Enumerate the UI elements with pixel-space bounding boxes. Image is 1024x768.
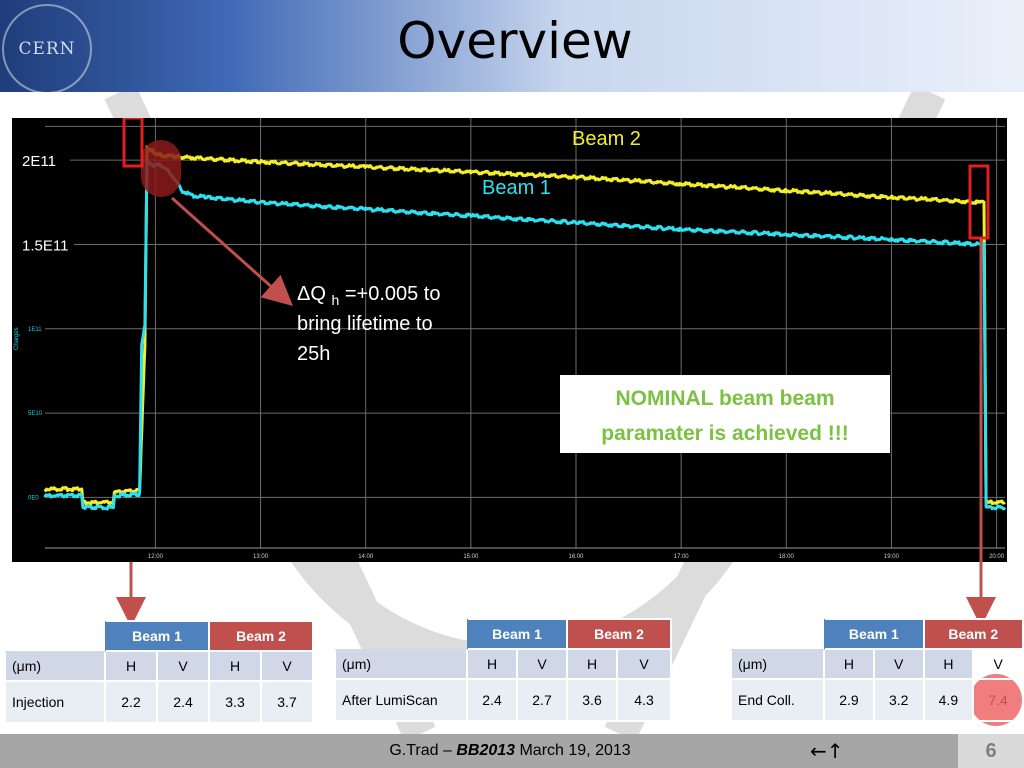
y-tick-label: 0E0 — [28, 495, 39, 501]
x-tick-label: 19:00 — [884, 554, 900, 560]
svg-text:ΔQ h =+0.005: ΔQ h =+0.005 to — [297, 283, 441, 310]
page-number: 6 — [958, 734, 1024, 768]
value-beam2-h: 4.9 — [922, 678, 975, 722]
header-beam2: Beam 2 — [566, 618, 672, 650]
tune-line2: bring lifetime to — [297, 313, 433, 335]
row-label: End Coll. — [729, 678, 826, 722]
lifetime-chart: 0E0 5E10 1E11 12:00 13:00 14:00 15:00 16:00 17:… — [12, 118, 1007, 562]
header-beam1: Beam 1 — [104, 620, 210, 652]
x-tick-label: 14:00 — [358, 554, 374, 560]
value-beam2-v: 7.4 — [972, 678, 1024, 722]
y-tick-label: 5E10 — [28, 411, 43, 417]
y-callout-box — [12, 146, 70, 175]
value-beam1-v: 2.4 — [156, 680, 210, 724]
value-beam2-v: 4.3 — [616, 678, 672, 722]
col-beam1-v: V — [516, 648, 568, 680]
footer-event: BB2013 — [456, 742, 516, 759]
col-beam2-v: V — [616, 648, 672, 680]
value-beam1-h: 2.9 — [823, 678, 875, 722]
tune-delta: ΔQ — [297, 283, 326, 305]
col-beam1-h: H — [466, 648, 518, 680]
footer: G.Trad – BB2013 March 19, 2013 ←↑ 6 — [0, 734, 1024, 768]
col-beam1-v: V — [156, 650, 210, 682]
x-tick-label: 17:00 — [674, 554, 690, 560]
value-beam1-h: 2.2 — [104, 680, 158, 724]
x-tick-label: 20:00 — [989, 554, 1005, 560]
footer-separator: – — [438, 742, 457, 759]
beam-2-series — [43, 145, 1006, 506]
value-beam2-h: 3.6 — [566, 678, 618, 722]
x-tick-label: 13:00 — [253, 554, 269, 560]
tune-annotation: ΔQ h =+0.005 to bring lifetime to 25h — [297, 283, 441, 365]
chart-svg: 0E0 5E10 1E11 12:00 13:00 14:00 15:00 16:00 17:… — [12, 118, 1007, 560]
nominal-line2: paramater is achieved !!! — [601, 422, 848, 445]
col-beam1-v: V — [872, 648, 925, 680]
col-beam1-h: H — [104, 650, 158, 682]
col-beam2-v: V — [972, 648, 1024, 680]
beam-1-series — [43, 161, 1007, 511]
end-box — [968, 164, 990, 240]
value-beam2-h: 3.3 — [208, 680, 262, 724]
footer-date: March 19, 2013 — [515, 742, 631, 759]
unit-cell: (μm) — [729, 648, 826, 680]
header-beam1: Beam 1 — [823, 618, 925, 650]
nominal-line1: NOMINAL beam beam — [616, 387, 835, 410]
footer-author: G.Trad — [389, 742, 439, 759]
x-tick-label: 18:00 — [779, 554, 795, 560]
beam2-label: Beam 2 — [572, 128, 641, 150]
unit-cell: (μm) — [334, 648, 468, 680]
col-beam2-v: V — [260, 650, 314, 682]
x-tick-label: 15:00 — [463, 554, 479, 560]
tune-arrow — [171, 196, 293, 306]
tune-subscript: h — [331, 292, 339, 308]
unit-cell: (μm) — [4, 650, 106, 682]
y-callout-label: 1.5E11 — [22, 237, 68, 254]
nominal-box — [560, 375, 890, 453]
value-beam2-v: 3.7 — [260, 680, 314, 724]
emittance-table-endcoll: Beam 1 Beam 2 (μm) H V H V End Coll. 2.9… — [729, 618, 1024, 722]
tune-line1: =+0.005 to — [345, 283, 441, 305]
value-beam1-h: 2.4 — [466, 678, 518, 722]
injection-box — [122, 118, 144, 168]
header-beam2: Beam 2 — [208, 620, 314, 652]
tune-highlight-marker — [141, 140, 181, 197]
tune-line3: 25h — [297, 343, 330, 365]
title-bar: CERN Overview — [0, 0, 1024, 94]
value-beam1-v: 2.7 — [516, 678, 568, 722]
y-tick-label: 1E11 — [28, 327, 42, 333]
value-beam1-v: 3.2 — [872, 678, 925, 722]
header-beam1: Beam 1 — [466, 618, 568, 650]
slide-title: Overview — [397, 12, 633, 70]
y-axis-label: Charges — [14, 327, 20, 350]
y-callout-label: 2E11 — [22, 153, 56, 170]
beam1-label: Beam 1 — [482, 177, 551, 199]
col-beam2-h: H — [208, 650, 262, 682]
row-label: Injection — [4, 680, 106, 724]
y-callout-box — [12, 230, 74, 259]
y-callout: 1.5E11 — [12, 230, 74, 259]
footer-citation: G.Trad – BB2013 March 19, 2013 — [360, 742, 660, 760]
x-tick-label: 12:00 — [148, 554, 164, 560]
emittance-table-injection: Beam 1 Beam 2 (μm) H V H V Injection 2.2… — [4, 620, 314, 724]
cern-logo: CERN — [2, 4, 92, 94]
nav-back-up-icon[interactable]: ←↑ — [810, 739, 844, 763]
y-callout: 2E11 — [12, 146, 70, 175]
x-tick-label: 16:00 — [568, 554, 584, 560]
col-beam1-h: H — [823, 648, 875, 680]
emittance-table-lumiscan: Beam 1 Beam 2 (μm) H V H V After LumiSca… — [334, 618, 672, 722]
row-label: After LumiScan — [334, 678, 468, 722]
header-beam2: Beam 2 — [922, 618, 1024, 650]
col-beam2-h: H — [566, 648, 618, 680]
col-beam2-h: H — [922, 648, 975, 680]
